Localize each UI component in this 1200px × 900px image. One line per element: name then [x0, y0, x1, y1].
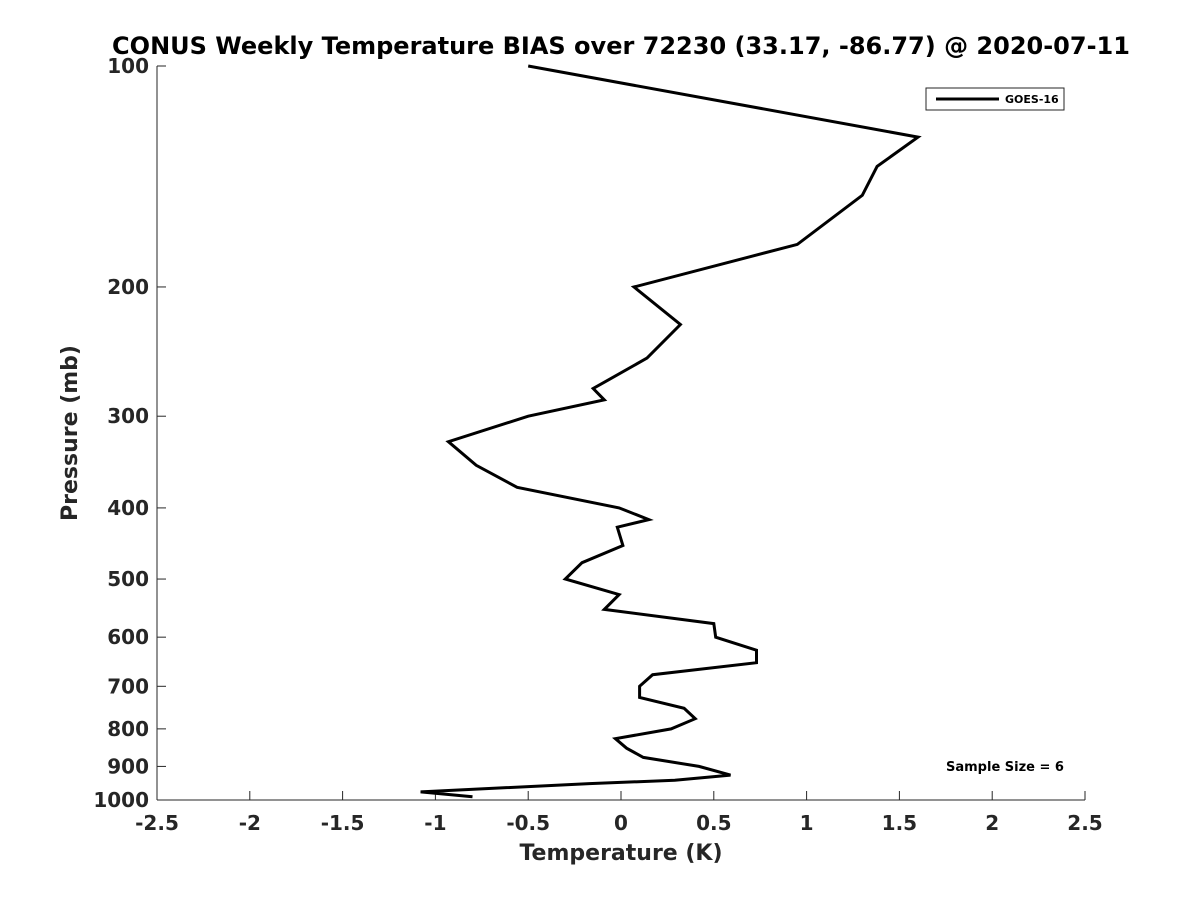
- x-tick-label: 1.5: [882, 811, 917, 835]
- chart-title: CONUS Weekly Temperature BIAS over 72230…: [112, 32, 1130, 60]
- y-tick-label: 300: [107, 404, 149, 428]
- y-tick-label: 400: [107, 496, 149, 520]
- x-tick-label: 2.5: [1067, 811, 1102, 835]
- plot-axes: [156, 66, 1085, 801]
- legend-label: GOES-16: [1005, 93, 1059, 106]
- y-tick-label: 600: [107, 625, 149, 649]
- y-ticks: 100 200 300 400 500 600 700 800 900 1000: [93, 54, 166, 812]
- y-tick-label: 1000: [93, 788, 149, 812]
- y-tick-label: 500: [107, 567, 149, 591]
- series-line: [420, 64, 922, 799]
- y-tick-label: 700: [107, 674, 149, 698]
- x-tick-label: 0: [614, 811, 628, 835]
- x-tick-label: -2.5: [135, 811, 179, 835]
- y-tick-label: 100: [107, 54, 149, 78]
- x-tick-label: -1: [424, 811, 446, 835]
- y-tick-label: 800: [107, 717, 149, 741]
- x-tick-label: -0.5: [506, 811, 550, 835]
- y-axis-label: Pressure (mb): [58, 345, 83, 521]
- y-tick-label: 900: [107, 754, 149, 778]
- x-tick-label: 0.5: [696, 811, 731, 835]
- x-tick-label: 2: [985, 811, 999, 835]
- legend: GOES-16: [925, 87, 1065, 111]
- series-layer: [420, 64, 922, 799]
- x-tick-label: 1: [800, 811, 814, 835]
- sample-size-annotation: Sample Size = 6: [946, 760, 1064, 775]
- x-tick-label: -1.5: [321, 811, 365, 835]
- x-tick-label: -2: [239, 811, 261, 835]
- x-ticks: -2.5 -2 -1.5 -1 -0.5 0 0.5 1 1.5 2 2.5: [135, 791, 1103, 835]
- y-tick-label: 200: [107, 275, 149, 299]
- x-axis-label: Temperature (K): [519, 841, 722, 866]
